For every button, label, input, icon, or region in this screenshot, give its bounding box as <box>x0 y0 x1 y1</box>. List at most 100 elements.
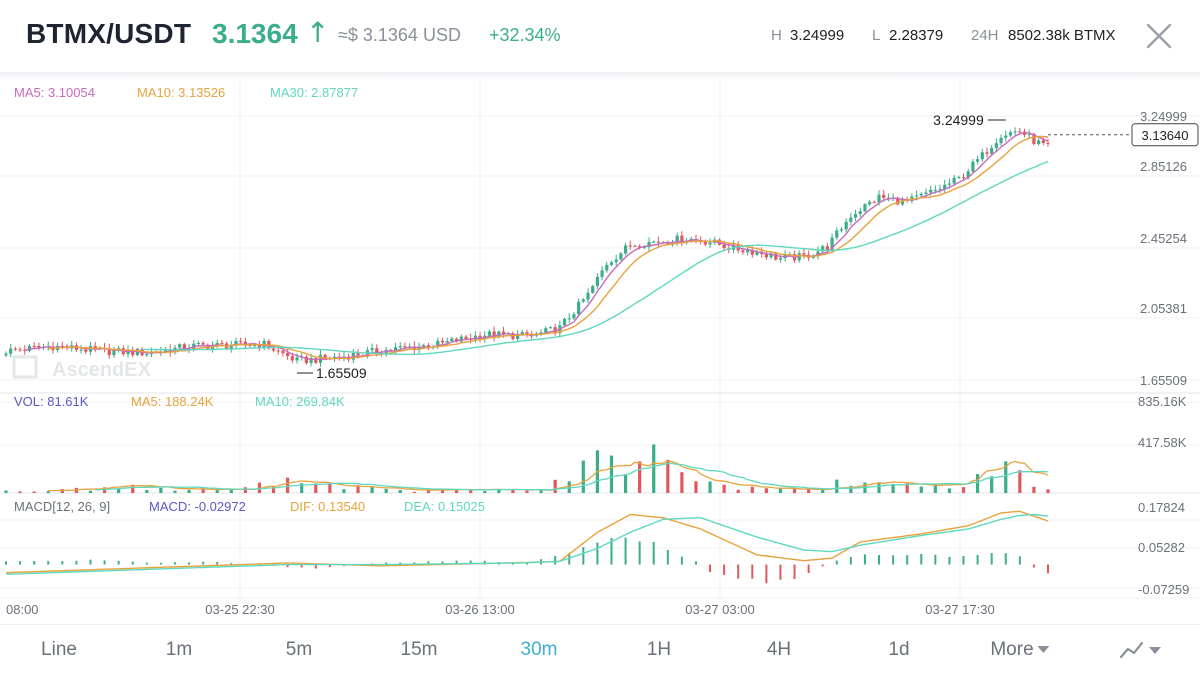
volume-bar <box>750 486 754 493</box>
volume-bar <box>328 482 332 493</box>
candle-body <box>487 331 492 336</box>
close-icon[interactable] <box>1145 22 1173 50</box>
macd-bar <box>793 564 796 579</box>
macd-bar <box>863 554 866 565</box>
candle-body <box>591 286 595 293</box>
candle-body <box>985 152 989 154</box>
volume-bar <box>891 484 895 493</box>
candle-body <box>642 247 646 249</box>
macd-bar <box>399 562 402 565</box>
candle-body <box>774 253 778 260</box>
candle-body <box>501 331 506 334</box>
candle-body <box>924 192 928 194</box>
price-change: +32.34% <box>489 25 561 45</box>
tab-1m[interactable]: 1m <box>165 639 193 660</box>
candle-body <box>971 161 975 172</box>
last-price: 3.1364 <box>212 18 298 49</box>
volume-bar <box>1018 470 1022 493</box>
volume-bar <box>807 488 811 493</box>
candle-body <box>769 253 773 258</box>
kline-chart[interactable]: AscendEX 3.24999 1.65509 3.13640 3.24999 2.… <box>0 76 1200 624</box>
volume-bar <box>46 491 50 493</box>
candle-body <box>1013 131 1017 133</box>
macd-bar <box>145 562 148 565</box>
candle-body <box>675 235 679 244</box>
candle-body <box>271 348 276 351</box>
macd-bar <box>61 561 64 565</box>
max-price-annotation: 3.24999 <box>933 112 984 128</box>
candle-body <box>980 152 984 160</box>
volume-ma-lines <box>48 460 1049 492</box>
macd-bar <box>906 555 909 565</box>
volume-ma5-line <box>48 460 1049 492</box>
tab-1d[interactable]: 1d <box>888 639 910 660</box>
macd-bar <box>962 555 965 565</box>
trading-pair[interactable]: BTMX/USDT <box>26 18 192 49</box>
macd-bar <box>19 561 22 565</box>
tab-1h[interactable]: 1H <box>646 639 672 660</box>
tab-15m[interactable]: 15m <box>400 639 438 660</box>
candle-body <box>131 349 135 356</box>
macd-axis-label: -0.07259 <box>1138 582 1189 597</box>
candle-body <box>821 246 825 252</box>
macd-bar <box>1047 564 1049 574</box>
candle-body <box>708 242 712 245</box>
line-chart-icon[interactable] <box>1118 638 1164 662</box>
volume-bar <box>609 455 614 493</box>
candle-body <box>877 194 881 203</box>
candle-body <box>135 348 140 356</box>
candle-body <box>835 230 839 238</box>
volume-bar <box>18 491 22 493</box>
macd-bar <box>638 541 641 565</box>
volume-bar <box>342 489 346 493</box>
macd-bar <box>103 560 106 565</box>
tab-5m[interactable]: 5m <box>285 639 313 660</box>
volume-bar <box>314 483 318 493</box>
candle-body <box>844 221 848 230</box>
macd-bar <box>737 564 740 579</box>
min-price-annotation: 1.65509 <box>316 365 367 381</box>
candle-body <box>464 336 468 339</box>
candle-body <box>966 171 970 178</box>
candle-body <box>586 292 590 300</box>
tab-30m[interactable]: 30m <box>520 639 558 660</box>
tab-line[interactable]: Line <box>41 639 77 660</box>
candle-body <box>929 189 933 193</box>
candle-body <box>947 183 952 185</box>
time-axis-label: 03-26 13:00 <box>445 602 514 617</box>
tab-4h[interactable]: 4H <box>766 639 792 660</box>
tab-more[interactable]: More <box>990 639 1050 661</box>
macd-bar <box>427 561 430 565</box>
candle-body <box>849 217 853 222</box>
time-axis-label: 03-25 22:30 <box>205 602 274 617</box>
candle-body <box>548 327 553 329</box>
macd-bar <box>610 537 613 565</box>
macd-bar <box>441 561 444 565</box>
macd-bar <box>934 554 937 565</box>
macd-bar <box>89 559 92 565</box>
candle-body <box>253 344 257 346</box>
volume-bar <box>511 489 515 493</box>
candle-body <box>605 264 609 271</box>
candle-body <box>384 349 388 355</box>
candle-body <box>1046 143 1050 145</box>
candle-body <box>201 343 205 345</box>
candle-body <box>375 348 379 354</box>
candle-body <box>656 241 661 243</box>
macd-bar <box>990 553 993 565</box>
low-value: 2.28379 <box>889 27 944 44</box>
candle-body <box>919 193 923 196</box>
candle-body <box>990 148 994 154</box>
candle-body <box>304 356 308 364</box>
watermark-text: AscendEX <box>52 359 152 381</box>
macd-bar <box>1032 564 1035 568</box>
candle-body <box>107 348 111 356</box>
macd-bar <box>300 564 303 568</box>
volume-bar <box>426 488 431 493</box>
time-axis-label: 08:00 <box>6 602 39 617</box>
volume-bar <box>187 489 191 493</box>
volume-bar <box>553 479 557 493</box>
macd-bar <box>892 555 895 565</box>
candle-body <box>60 345 64 347</box>
volume-bar <box>286 477 290 493</box>
